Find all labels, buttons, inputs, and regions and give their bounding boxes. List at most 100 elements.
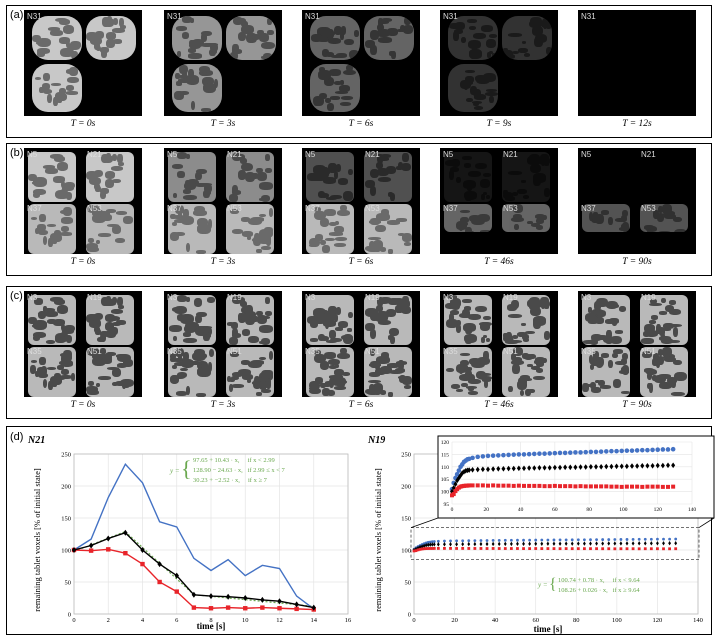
tablet-texture bbox=[595, 359, 604, 369]
tablet-image bbox=[448, 16, 498, 60]
tablet-texture bbox=[485, 194, 490, 200]
data-point bbox=[443, 547, 446, 550]
inset-data-point bbox=[522, 483, 526, 488]
inset-data-point bbox=[542, 484, 547, 489]
data-point bbox=[509, 547, 513, 550]
tablet-texture bbox=[654, 374, 666, 384]
tablet-texture bbox=[314, 349, 321, 355]
tablet-texture bbox=[110, 326, 118, 335]
tablet-texture bbox=[463, 163, 472, 168]
tablet-image bbox=[168, 347, 216, 397]
tablet-texture bbox=[185, 386, 191, 396]
tablet-texture bbox=[57, 365, 64, 371]
tablet-texture bbox=[95, 186, 101, 192]
tablet-texture bbox=[189, 360, 203, 366]
tablet-texture bbox=[208, 362, 213, 373]
inset-data-point bbox=[526, 451, 532, 457]
tablet-texture bbox=[403, 242, 412, 247]
tablet-texture bbox=[65, 335, 73, 344]
tablet-texture bbox=[54, 17, 68, 23]
tablet-texture bbox=[319, 360, 329, 370]
tablet-texture bbox=[236, 154, 246, 161]
tablet-texture bbox=[87, 247, 99, 253]
tablet-texture bbox=[53, 319, 65, 327]
tablet-texture bbox=[177, 353, 183, 363]
tablet-texture bbox=[480, 322, 491, 331]
data-point bbox=[583, 538, 586, 542]
tablet-image bbox=[310, 64, 360, 112]
tablet-texture bbox=[505, 196, 516, 202]
chart-n21-fit-equation: y = { 97.65 + 10.43 · x, if x < 2.99 128… bbox=[169, 456, 286, 484]
x-tick-label: 12 bbox=[276, 617, 283, 624]
tablet-texture bbox=[92, 213, 107, 223]
tablet-texture bbox=[590, 357, 600, 366]
data-point bbox=[631, 541, 635, 546]
tablet-texture bbox=[467, 314, 481, 321]
ct-frame: N31 bbox=[440, 10, 558, 116]
tablet-texture bbox=[259, 229, 274, 239]
data-point bbox=[546, 547, 550, 550]
data-point bbox=[311, 604, 316, 611]
tablet-texture bbox=[319, 239, 326, 246]
tablet-texture bbox=[403, 385, 412, 390]
tablet-texture bbox=[588, 211, 594, 222]
tablet-texture bbox=[341, 26, 347, 35]
tablet-texture bbox=[180, 314, 194, 325]
panel-b-label: (b) bbox=[10, 147, 24, 159]
tablet-texture bbox=[251, 217, 264, 222]
tablet-texture bbox=[38, 356, 46, 365]
chart-n21-title: N21 bbox=[27, 435, 45, 446]
tablet-texture bbox=[451, 383, 461, 389]
chart-n19-fit-label: y = bbox=[537, 581, 548, 589]
tablet-texture bbox=[469, 215, 482, 223]
inset-data-point bbox=[614, 448, 619, 454]
inset-data-point bbox=[486, 483, 490, 488]
tablet-texture bbox=[375, 213, 390, 221]
inset-data-point bbox=[496, 483, 501, 488]
tablet-texture bbox=[112, 17, 118, 25]
tablet-texture bbox=[599, 385, 612, 389]
tablet-texture bbox=[401, 233, 412, 242]
chart-n21-fit-label: y = bbox=[169, 467, 180, 475]
tablet-texture bbox=[97, 211, 111, 216]
tablet-id-label: N37 bbox=[167, 204, 182, 213]
tablet-texture bbox=[339, 101, 352, 106]
tablet-texture bbox=[318, 66, 326, 72]
data-point bbox=[528, 541, 532, 547]
tablet-texture bbox=[464, 337, 472, 344]
tablet-texture bbox=[341, 334, 353, 340]
tablet-texture bbox=[42, 88, 53, 95]
tablet-texture bbox=[482, 315, 491, 320]
tablet-texture bbox=[105, 39, 116, 48]
tablet-texture bbox=[34, 76, 42, 80]
inset-data-point bbox=[563, 484, 568, 489]
data-point bbox=[558, 541, 562, 546]
tablet-texture bbox=[178, 90, 190, 95]
tablet-texture bbox=[447, 295, 458, 299]
inset-connector bbox=[410, 517, 439, 528]
tablet-texture bbox=[542, 17, 551, 27]
tablet-texture bbox=[512, 364, 520, 375]
tablet-image bbox=[502, 152, 550, 202]
frame-time-caption: T = 3s bbox=[210, 119, 236, 129]
data-point bbox=[516, 541, 519, 547]
tablet-texture bbox=[618, 306, 627, 313]
tablet-texture bbox=[91, 352, 104, 360]
tablet-texture bbox=[195, 250, 206, 254]
tablet-texture bbox=[518, 47, 528, 54]
x-tick-label: 20 bbox=[451, 617, 458, 624]
tablet-texture bbox=[450, 298, 462, 308]
inset-data-point bbox=[552, 450, 558, 456]
inset-data-point bbox=[573, 450, 578, 455]
chart-n21: N21 remaining tablet voxels [% of initia… bbox=[27, 435, 352, 631]
tablet-image bbox=[444, 152, 492, 202]
tablet-texture bbox=[28, 173, 37, 182]
tablet-texture bbox=[466, 185, 472, 192]
data-point bbox=[674, 537, 678, 541]
y-tick-label: 0 bbox=[68, 612, 71, 619]
tablet-id-label: N3 bbox=[167, 293, 178, 302]
tablet-texture bbox=[111, 178, 121, 184]
chart-n19-fit-line-1: 100.74 + 0.78 · x, if x < 9.64 bbox=[558, 577, 640, 584]
tablet-texture bbox=[652, 375, 658, 381]
tablet-texture bbox=[514, 223, 520, 230]
